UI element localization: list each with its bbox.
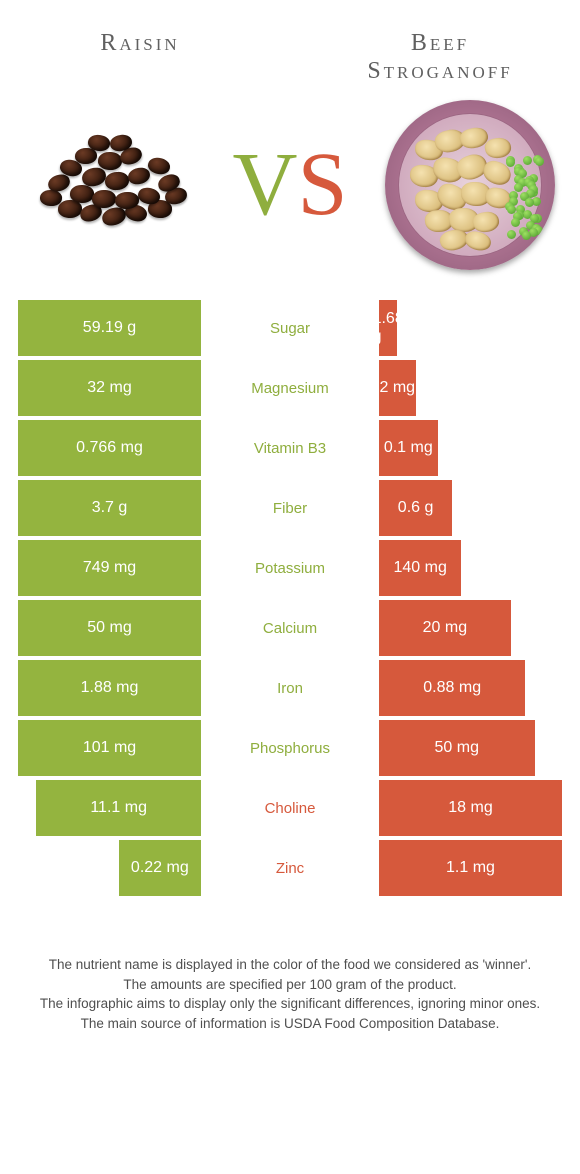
nutrient-label: Iron	[201, 660, 379, 716]
vs-s: S	[297, 140, 347, 230]
stroganoff-image	[385, 100, 555, 270]
vs-v: V	[232, 140, 297, 230]
raisin-image	[25, 100, 195, 270]
footer-line-4: The main source of information is USDA F…	[30, 1014, 550, 1034]
right-value: 18 mg	[379, 780, 562, 836]
right-value: 20 mg	[379, 600, 511, 656]
right-value: 0.1 mg	[379, 420, 438, 476]
nutrient-label: Calcium	[201, 600, 379, 656]
right-value: 2 mg	[379, 360, 416, 416]
footer-text: The nutrient name is displayed in the co…	[0, 900, 580, 1033]
nutrient-label: Fiber	[201, 480, 379, 536]
right-value: 140 mg	[379, 540, 461, 596]
left-value: 11.1 mg	[36, 780, 201, 836]
left-value: 0.766 mg	[18, 420, 201, 476]
left-food-title: Raisin	[40, 30, 240, 85]
right-value: 1.1 mg	[379, 840, 562, 896]
footer-line-3: The infographic aims to display only the…	[30, 994, 550, 1014]
left-value: 32 mg	[18, 360, 201, 416]
nutrient-label: Magnesium	[201, 360, 379, 416]
footer-line-1: The nutrient name is displayed in the co…	[30, 955, 550, 975]
right-value: 1.68 g	[379, 300, 397, 356]
nutrient-label: Zinc	[201, 840, 379, 896]
hero-row: VS	[0, 95, 580, 300]
nutrient-label: Potassium	[201, 540, 379, 596]
right-value: 0.88 mg	[379, 660, 525, 716]
nutrient-label: Sugar	[201, 300, 379, 356]
left-value: 3.7 g	[18, 480, 201, 536]
table-row: 749 mgPotassium140 mg	[18, 540, 562, 596]
nutrient-label: Vitamin B3	[201, 420, 379, 476]
right-value: 50 mg	[379, 720, 535, 776]
nutrient-label: Phosphorus	[201, 720, 379, 776]
left-value: 101 mg	[18, 720, 201, 776]
left-value: 59.19 g	[18, 300, 201, 356]
table-row: 1.88 mgIron0.88 mg	[18, 660, 562, 716]
table-row: 59.19 gSugar1.68 g	[18, 300, 562, 356]
table-row: 32 mgMagnesium2 mg	[18, 360, 562, 416]
table-row: 0.766 mgVitamin B30.1 mg	[18, 420, 562, 476]
left-value: 50 mg	[18, 600, 201, 656]
table-row: 3.7 gFiber0.6 g	[18, 480, 562, 536]
left-value: 749 mg	[18, 540, 201, 596]
left-value: 1.88 mg	[18, 660, 201, 716]
nutrient-table: 59.19 gSugar1.68 g32 mgMagnesium2 mg0.76…	[0, 300, 580, 896]
table-row: 101 mgPhosphorus50 mg	[18, 720, 562, 776]
nutrient-label: Choline	[201, 780, 379, 836]
table-row: 50 mgCalcium20 mg	[18, 600, 562, 656]
right-food-title: Beef Stroganoff	[340, 30, 540, 85]
footer-line-2: The amounts are specified per 100 gram o…	[30, 975, 550, 995]
left-value: 0.22 mg	[119, 840, 201, 896]
header: Raisin Beef Stroganoff	[0, 0, 580, 95]
table-row: 11.1 mgCholine18 mg	[18, 780, 562, 836]
vs-label: VS	[232, 140, 347, 230]
right-value: 0.6 g	[379, 480, 452, 536]
table-row: 0.22 mgZinc1.1 mg	[18, 840, 562, 896]
